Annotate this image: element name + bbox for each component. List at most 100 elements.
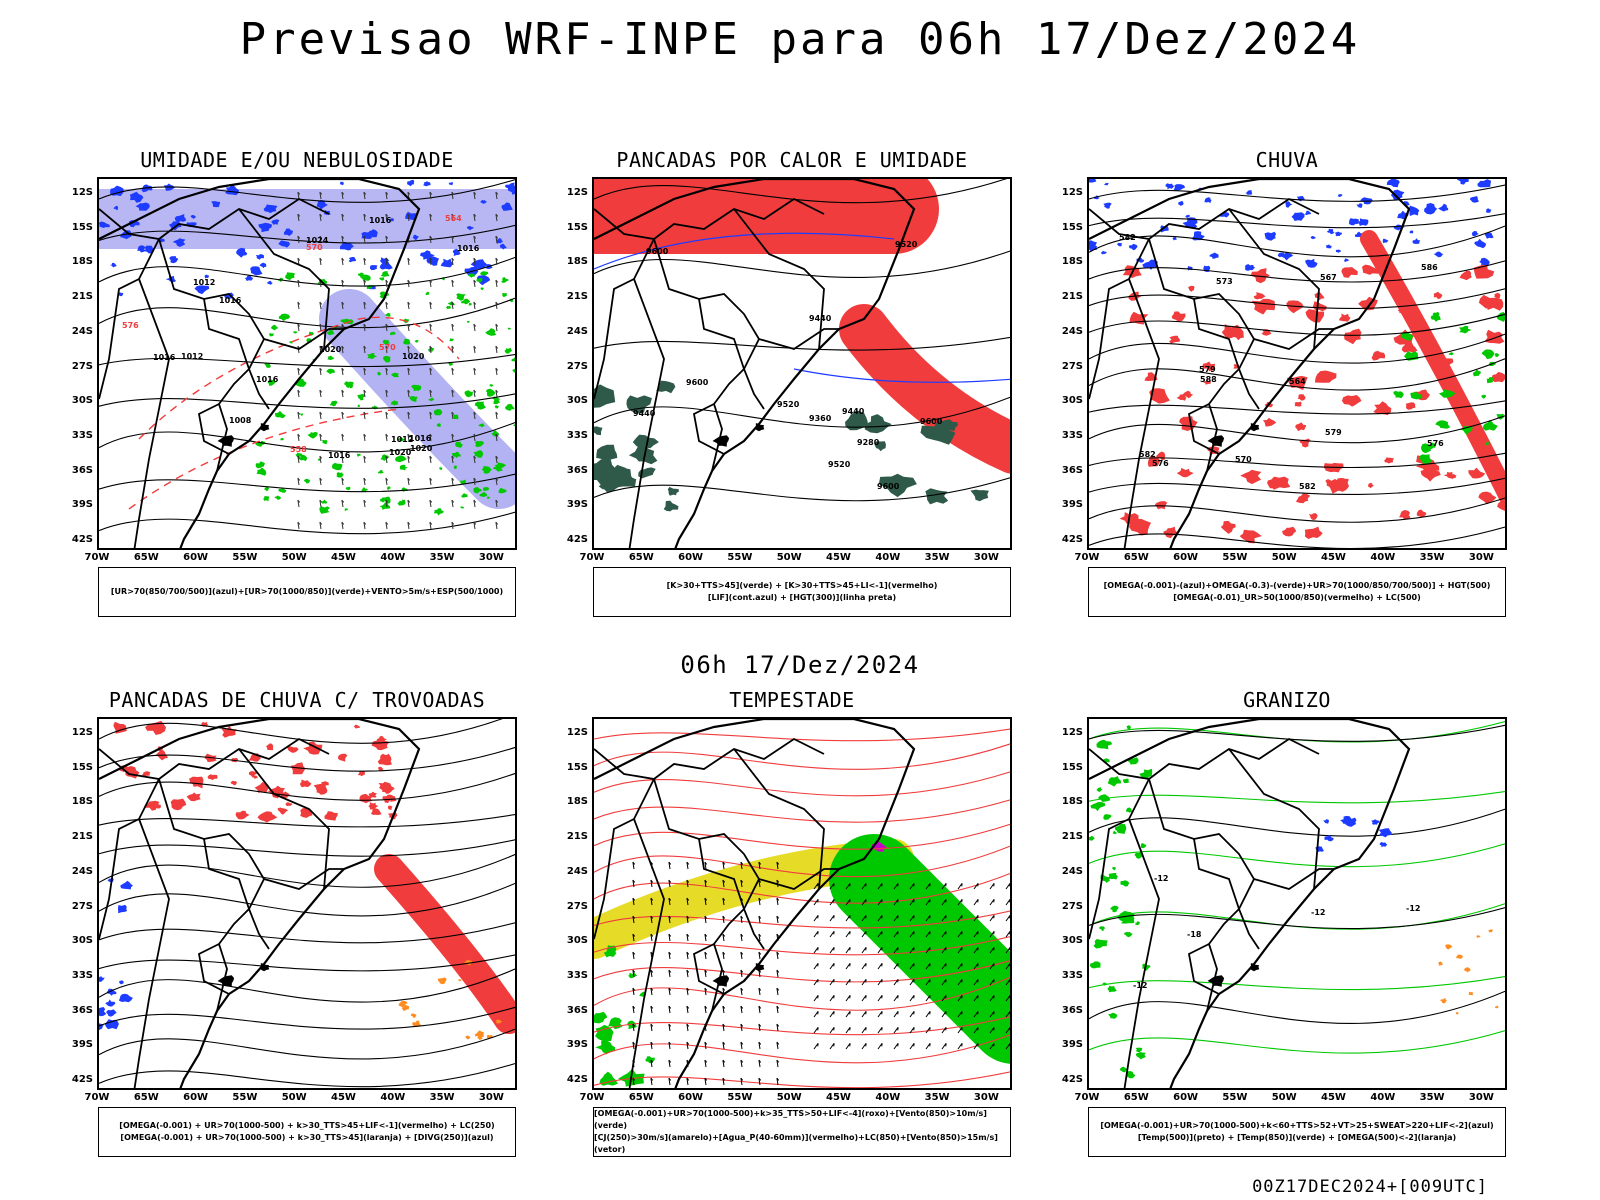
latitude-tick-label: 27S: [1061, 900, 1083, 912]
rain-red-area: [1220, 520, 1236, 534]
wind-vector: [385, 302, 388, 310]
wind-vector: [877, 979, 883, 986]
map-layers: 9600 9600 9520 9600 9520 9600 9440 9520 9440 9360…: [594, 179, 1010, 548]
wind-vector: [429, 346, 432, 354]
longitude-tick-label: 40W: [1370, 1092, 1396, 1103]
wind-vector: [319, 500, 322, 508]
rain-red-area: [1314, 370, 1337, 383]
wind-vector: [704, 897, 708, 901]
rain-blue-area: [1424, 203, 1438, 215]
wind-vector: [632, 969, 636, 973]
thunder-red-area: [207, 774, 218, 781]
legend-line: [Temp(500)](preto) + [Temp(850)](verde) …: [1137, 1133, 1457, 1142]
rain-blue-area: [1172, 237, 1177, 241]
wind-vector: [363, 345, 367, 349]
humidity-low-level-contour: [264, 362, 271, 368]
contour-value-label: 564: [445, 214, 462, 223]
map-canvas: 1012101210161016101610161020102010241016…: [99, 179, 515, 548]
wind-vector: [632, 1023, 636, 1027]
wind-vector: [407, 478, 410, 486]
wind-vector: [341, 368, 344, 376]
wind-vector: [925, 1043, 931, 1050]
humidity-low-level-contour: [344, 508, 348, 511]
water-vapor-contour: [594, 823, 1010, 850]
wind-vector: [740, 1023, 744, 1027]
wind-vector: [495, 302, 498, 310]
wind-vector: [407, 477, 411, 481]
legend-line: [OMEGA(-0.001) + UR>70(1000-500) + k>30_…: [120, 1133, 494, 1142]
thunder-red-area: [378, 781, 392, 791]
wind-vector: [650, 1023, 654, 1027]
wind-vector: [363, 346, 366, 354]
humidity-upper-area: [339, 181, 344, 186]
latitude-tick-label: 30S: [1061, 395, 1083, 407]
streamline: [99, 954, 515, 972]
rain-red-area: [1384, 457, 1394, 464]
wind-vector: [473, 368, 476, 376]
wind-vector: [829, 947, 835, 954]
wind-vector: [893, 1027, 899, 1034]
wind-vector: [473, 412, 476, 420]
hail-blue-area: [1378, 828, 1392, 838]
wind-vector: [813, 963, 819, 970]
longitude-tick-label: 65W: [1123, 1092, 1149, 1103]
rain-blue-area: [1245, 190, 1253, 195]
humidity-low-level-contour: [492, 465, 503, 472]
wind-vector: [407, 214, 410, 222]
hail-blue-area: [1323, 819, 1329, 824]
forecast-time-label: 06h 17/Dez/2024: [680, 651, 920, 679]
wind-vector: [341, 191, 345, 195]
wind-vector: [407, 368, 410, 376]
wind-vector: [473, 191, 477, 195]
thunder-orange-area: [495, 1019, 502, 1024]
wind-vector: [650, 879, 654, 883]
height-contour: [1089, 333, 1505, 364]
weather-map: -12 -12 -12 -12 -18: [1087, 717, 1507, 1090]
country-border: [1089, 238, 1150, 400]
country-border: [698, 298, 765, 410]
rain-red-area: [1341, 267, 1358, 278]
latitude-tick-label: 24S: [1061, 325, 1083, 337]
contour-value-label: 9600: [920, 417, 943, 426]
wind-vector: [297, 478, 300, 486]
rain-red-area: [1294, 401, 1302, 407]
temp850-contour: [1108, 872, 1118, 880]
wind-vector: [650, 1005, 654, 1009]
latitude-tick-label: 36S: [1061, 1004, 1083, 1016]
rain-blue-area: [1089, 240, 1097, 250]
wind-vector: [973, 947, 979, 954]
rain-green-area: [1496, 413, 1505, 420]
latitude-tick-label: 21S: [566, 291, 588, 303]
wind-vector: [861, 995, 867, 1002]
contour-value-label: 9600: [877, 482, 900, 491]
wind-vector: [363, 367, 367, 371]
wind-vector: [495, 389, 499, 393]
wind-vector: [319, 368, 322, 376]
wind-vector: [845, 915, 851, 922]
wind-vector: [704, 862, 707, 870]
humidity-low-level-contour: [269, 333, 275, 337]
wind-vector: [740, 1078, 743, 1086]
wind-vector: [385, 521, 389, 525]
rain-red-area: [1240, 469, 1262, 485]
latitude-tick-label: 24S: [566, 325, 588, 337]
humidity-upper-area: [499, 243, 507, 250]
rain-blue-area: [1310, 236, 1316, 240]
divergence-blue-area: [99, 976, 105, 982]
storm-green-area: [663, 500, 679, 512]
omega-orange-area: [1468, 991, 1474, 996]
wind-vector: [686, 934, 689, 942]
temp850-contour: [1140, 843, 1147, 849]
wind-vector: [319, 345, 323, 349]
rain-blue-area: [1335, 249, 1341, 253]
humidity-upper-area: [480, 199, 488, 204]
map-panel: PANCADAS POR CALOR E UMIDADE 12S 15S 18S 21S…: [552, 148, 1032, 626]
country-border: [1193, 838, 1260, 950]
contour-value-label: 570: [306, 243, 323, 252]
water-vapor-contour: [594, 936, 1010, 956]
wind-vector: [957, 931, 963, 938]
wind-vector: [668, 862, 671, 870]
wind-vector: [758, 1077, 762, 1081]
humidity-low-level-contour: [479, 492, 488, 498]
wind-vector: [407, 389, 411, 393]
